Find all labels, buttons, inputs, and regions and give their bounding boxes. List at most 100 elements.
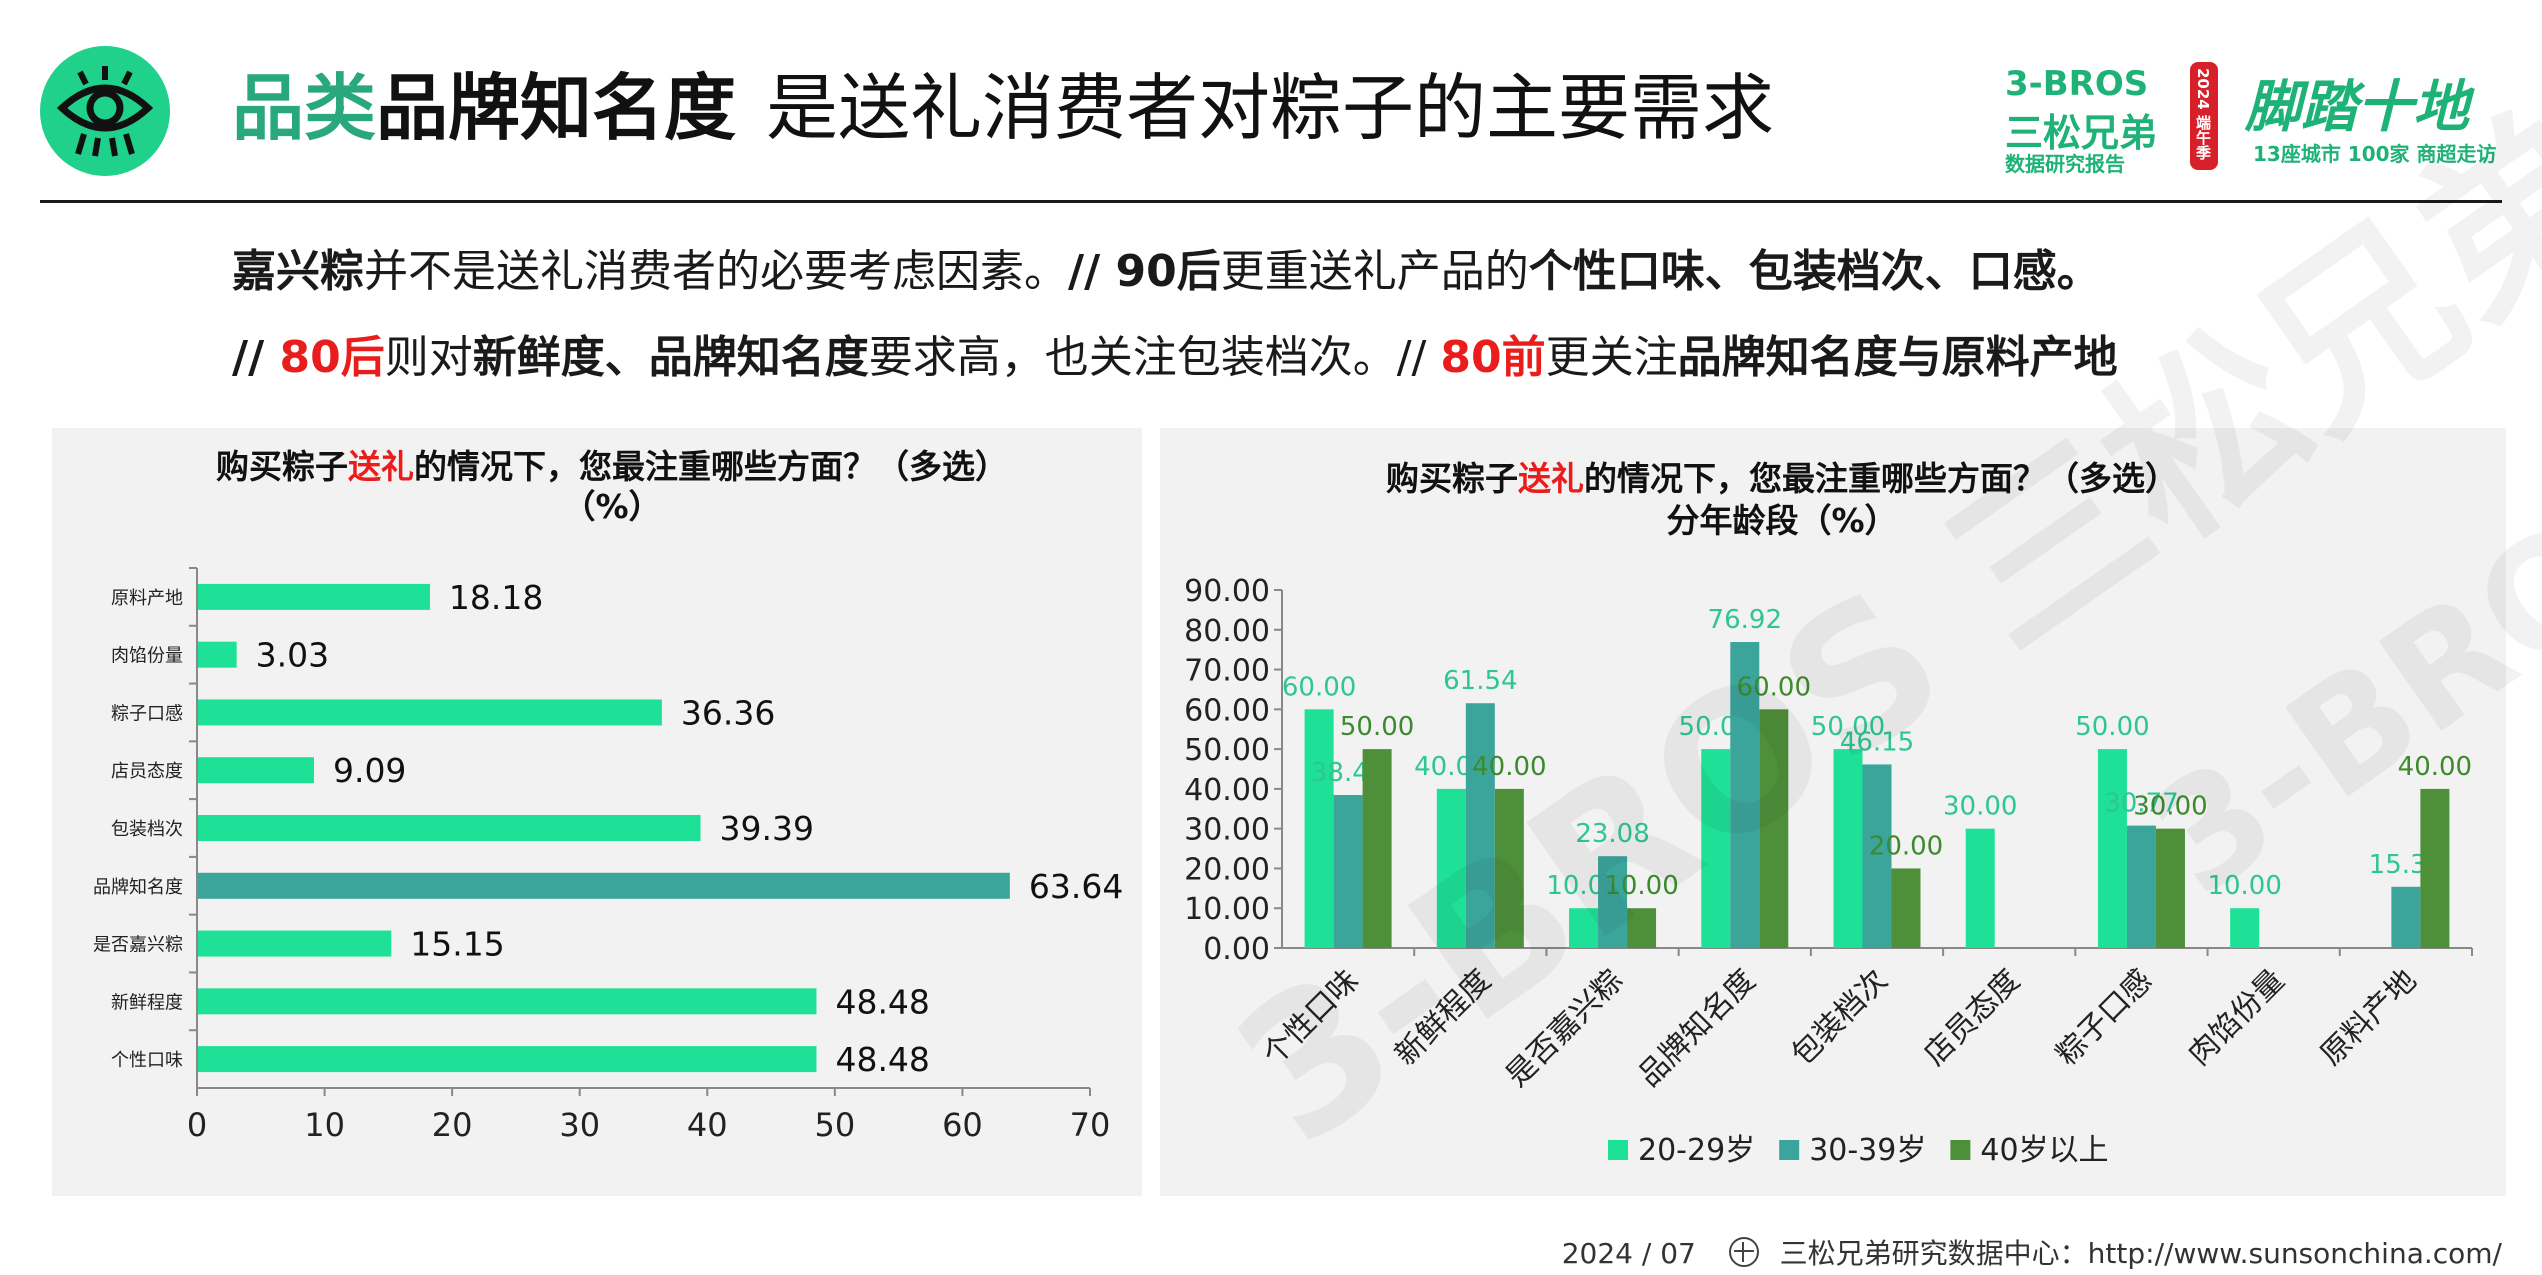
page-title: 品类品牌知名度 是送礼消费者对粽子的主要需求 xyxy=(232,72,1774,144)
y-tick-label: 新鲜程度 xyxy=(111,992,183,1013)
data-label: 3.03 xyxy=(256,636,329,675)
chart-title-part: 的情况下，您最注重哪些方面？（多选） xyxy=(414,447,1008,486)
data-label: 20.00 xyxy=(1869,831,1943,861)
legend-label: 40岁以上 xyxy=(1980,1133,2108,1168)
bar xyxy=(1436,788,1466,948)
y-tick-label: 60.00 xyxy=(1184,693,1270,728)
subtitle-line-2: // 80后则对新鲜度、品牌知名度要求高，也关注包装档次。// 80前更关注品牌… xyxy=(232,336,2118,380)
grouped-bar-chart: 购买粽子送礼的情况下，您最注重哪些方面？（多选）分年龄段（%） 0.00 10.00… xyxy=(1184,459,2473,1168)
chart-title-line2: 分年龄段（%） xyxy=(1666,501,1897,540)
x-tick-label: 20 xyxy=(432,1106,473,1144)
x-tick-label: 肉馅份量 xyxy=(2182,963,2292,1073)
chart-title: 购买粽子送礼的情况下，您最注重哪些方面？（多选） xyxy=(1386,459,2178,498)
seal-text: 2024 端午季 xyxy=(2194,68,2212,160)
data-label: 39.39 xyxy=(720,809,814,848)
brand-name-en: 3-BROS xyxy=(2005,64,2149,104)
data-label: 15.15 xyxy=(410,925,504,964)
bar xyxy=(1569,908,1599,948)
chart-title-part: 的情况下，您最注重哪些方面？（多选） xyxy=(1584,459,2178,498)
campaign-title: 脚踏十地 xyxy=(2245,75,2469,140)
x-tick-label: 0 xyxy=(187,1106,207,1144)
subtitle-segment: 更关注 xyxy=(1545,332,1678,383)
bar xyxy=(198,815,701,841)
y-tick-label: 是否嘉兴粽 xyxy=(93,935,183,956)
chart-title-part: 购买粽子 xyxy=(216,447,348,486)
y-tick-label: 包装档次 xyxy=(111,819,183,840)
data-label: 48.48 xyxy=(835,1040,929,1079)
bar xyxy=(198,988,817,1015)
subtitle-segment: 新鲜度、品牌知名度 xyxy=(472,332,869,383)
chart-title-part: 送礼 xyxy=(1518,459,1584,498)
y-tick-label: 个性口味 xyxy=(111,1050,183,1071)
subtitle-segment: // xyxy=(232,332,280,383)
subtitle-segment: 80前 xyxy=(1440,332,1546,383)
chart-title: 购买粽子送礼的情况下，您最注重哪些方面？（多选） xyxy=(216,447,1008,486)
bar xyxy=(1833,749,1863,948)
y-tick-label: 70.00 xyxy=(1184,654,1270,689)
campaign-subtitle: 13座城市 100家 商超走访 xyxy=(2253,142,2497,166)
y-tick-label: 0.00 xyxy=(1203,932,1270,967)
bar xyxy=(1730,642,1760,948)
y-tick-label: 30.00 xyxy=(1184,813,1270,848)
x-tick-label: 粽子口感 xyxy=(2049,963,2159,1073)
data-label: 36.36 xyxy=(681,693,775,732)
title-rest: 是送礼消费者对粽子的主要需求 xyxy=(766,66,1775,150)
legend-swatch xyxy=(1779,1140,1800,1160)
subtitle-line-1: 嘉兴粽并不是送礼消费者的必要考虑因素。// 90后更重送礼产品的个性口味、包装档… xyxy=(232,250,2101,294)
data-label: 40.00 xyxy=(1472,752,1546,782)
bar xyxy=(198,1046,817,1073)
bar xyxy=(1494,788,1524,948)
x-tick-label: 是否嘉兴粽 xyxy=(1499,963,1630,1094)
bar xyxy=(2420,788,2450,948)
data-label: 60.00 xyxy=(1737,672,1811,702)
y-tick-label: 80.00 xyxy=(1184,614,1270,649)
data-label: 50.00 xyxy=(1811,712,1885,742)
x-tick-label: 个性口味 xyxy=(1256,963,1366,1073)
data-label: 40.00 xyxy=(2398,752,2472,782)
seal-stamp: 2024 端午季 xyxy=(2190,62,2218,170)
bar xyxy=(1701,749,1731,948)
header-divider xyxy=(40,200,2502,203)
x-tick-label: 品牌知名度 xyxy=(1632,963,1763,1094)
bar xyxy=(198,699,662,726)
subtitle-segment: 品牌知名度与原料产地 xyxy=(1677,332,2118,383)
bar xyxy=(1598,856,1628,948)
bar xyxy=(1465,703,1495,948)
bar xyxy=(2097,749,2127,948)
x-tick-label: 包装档次 xyxy=(1785,963,1895,1073)
title-emphasis: 品牌知名度 xyxy=(376,66,737,150)
data-label: 76.92 xyxy=(1708,605,1782,635)
bar xyxy=(2230,908,2260,948)
data-label: 9.09 xyxy=(333,751,406,790)
x-tick-label: 60 xyxy=(942,1106,983,1144)
footer-source: 三松兄弟研究数据中心：http://www.sunsonchina.com/ xyxy=(1779,1237,2502,1270)
x-tick-label: 30 xyxy=(559,1106,600,1144)
y-tick-label: 肉馅份量 xyxy=(111,646,183,667)
footer: 2024 / 07 三松兄弟研究数据中心：http://www.sunsonch… xyxy=(1562,1232,2502,1272)
y-tick-label: 粽子口感 xyxy=(111,703,183,724)
data-label: 23.08 xyxy=(1575,819,1649,849)
data-label: 61.54 xyxy=(1443,666,1517,696)
data-label: 50.00 xyxy=(1340,712,1414,742)
data-label: 10.00 xyxy=(2207,871,2281,901)
bar xyxy=(1304,709,1334,948)
bar xyxy=(1862,764,1892,948)
bar xyxy=(1362,749,1392,948)
subtitle-segment: 个性口味、包装档次、口感。 xyxy=(1528,246,2101,297)
footer-date: 2024 / 07 xyxy=(1561,1237,1696,1270)
legend-swatch xyxy=(1950,1140,1971,1160)
chart-title-part: 购买粽子 xyxy=(1386,459,1518,498)
x-tick-label: 原料产地 xyxy=(2314,963,2424,1073)
subtitle-segment: 嘉兴粽 xyxy=(232,246,364,297)
subtitle-segment: 则对 xyxy=(384,332,473,383)
data-label: 46.15 xyxy=(1840,727,1914,757)
y-tick-label: 50.00 xyxy=(1184,733,1270,768)
brand-name-cn: 三松兄弟 xyxy=(2005,111,2158,155)
subtitle-segment: 并不是送礼消费者的必要考虑因素。 xyxy=(364,246,1068,297)
legend-label: 20-29岁 xyxy=(1638,1133,1755,1168)
subtitle-segment: 更重送礼产品的 xyxy=(1220,246,1529,297)
x-tick-label: 10 xyxy=(304,1106,345,1144)
bar xyxy=(1759,709,1789,948)
x-tick-label: 店员态度 xyxy=(1917,963,2027,1073)
globe-icon xyxy=(1728,1237,1759,1267)
